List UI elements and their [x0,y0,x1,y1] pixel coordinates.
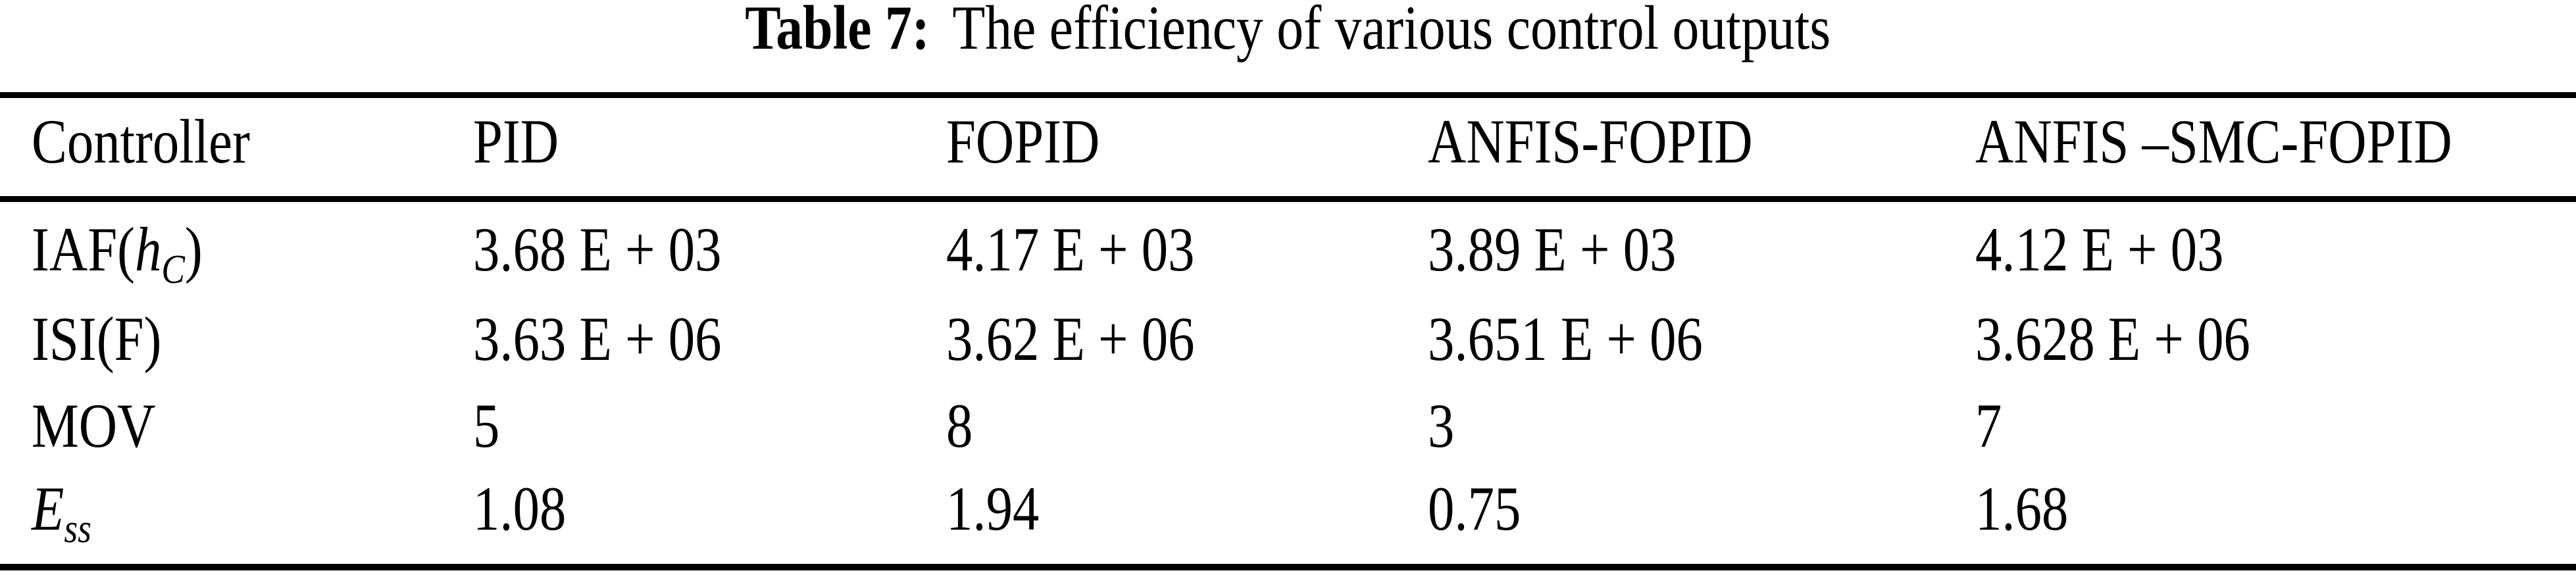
table-cell: 4.12 E + 03 [1975,214,2224,284]
table-cell: 1.68 [1975,474,2069,543]
column-header-anfis-fopid: ANFIS-FOPID [1428,107,1753,176]
table-caption-number: Table 7: [745,0,930,63]
column-header-controller: Controller [32,107,250,176]
table-cell: 7 [1975,391,2002,461]
column-header-anfis-smc-fopid: ANFIS –SMC-FOPID [1975,107,2452,176]
table-cell: 5 [473,391,500,461]
row-label-iaf: IAF(hC) [32,214,203,292]
table-cell: 3.651 E + 06 [1428,304,1703,374]
table-top-rule [0,92,2576,98]
table-cell: 3.628 E + 06 [1975,304,2250,374]
row-label-mov: MOV [32,391,156,461]
table-cell: 3.89 E + 03 [1428,214,1677,284]
column-header-pid: PID [473,107,559,176]
table-cell: 3.63 E + 06 [473,304,722,374]
row-label-ess: Ess [32,474,91,551]
table-cell: 3 [1428,391,1455,461]
row-label-isi: ISI(F) [32,304,162,374]
table-cell: 8 [946,391,973,461]
table-header-rule [0,196,2576,202]
table-bottom-rule [0,564,2576,570]
table-caption-text: The efficiency of various control output… [952,0,1831,63]
table-cell: 1.08 [473,474,567,543]
table-cell: 1.94 [946,474,1040,543]
table-cell: 0.75 [1428,474,1521,543]
table-cell: 4.17 E + 03 [946,214,1195,284]
table-caption: Table 7: The efficiency of various contro… [0,0,2576,63]
table-cell: 3.62 E + 06 [946,304,1195,374]
table-cell: 3.68 E + 03 [473,214,722,284]
column-header-fopid: FOPID [946,107,1100,176]
